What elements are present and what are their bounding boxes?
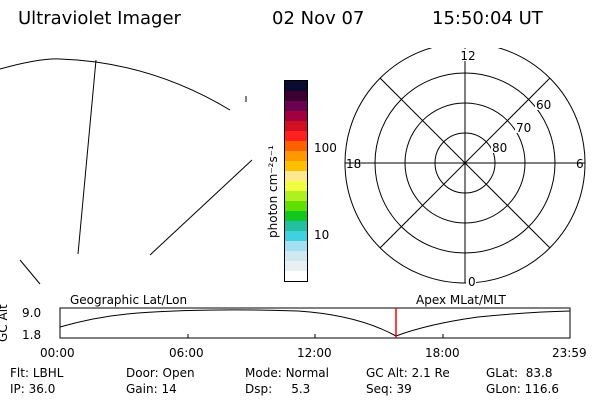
ip-value: 36.0 bbox=[28, 382, 56, 396]
glat-value: 83.8 bbox=[525, 366, 553, 380]
colorbar-segment bbox=[285, 111, 307, 121]
dsp-value: 5.3 bbox=[291, 382, 311, 396]
instrument-title: Ultraviolet Imager bbox=[18, 8, 181, 29]
colorbar-segment bbox=[285, 131, 307, 141]
colorbar-segment bbox=[285, 81, 307, 91]
gc-alt-curve bbox=[59, 309, 571, 337]
colorbar-tick-10: 10 bbox=[314, 228, 330, 242]
gain-value: 14 bbox=[161, 382, 177, 396]
polar-label-bg bbox=[515, 121, 533, 133]
colorbar-segment bbox=[285, 241, 307, 251]
colorbar-segment bbox=[285, 181, 307, 191]
glat-label: GLat: bbox=[486, 366, 519, 380]
mode-label: Mode: bbox=[245, 366, 282, 380]
polar-diagonal-2 bbox=[379, 77, 551, 249]
glon-field: GLon: 116.6 bbox=[486, 382, 559, 396]
ip-label: IP: bbox=[10, 382, 25, 396]
gcalt-label: GC Alt: bbox=[366, 366, 408, 380]
polar-hour-0: 0 bbox=[468, 275, 476, 289]
door-label: Door: bbox=[126, 366, 159, 380]
geographic-label: Geographic Lat/Lon bbox=[70, 293, 188, 307]
colorbar-segment bbox=[285, 171, 307, 181]
glon-value: 116.6 bbox=[524, 382, 559, 396]
gc-alt-tick-1-8: 1.8 bbox=[22, 328, 42, 342]
polar-hour-18: 18 bbox=[346, 157, 361, 171]
colorbar-unit-label: photon cm⁻²s⁻¹ bbox=[266, 145, 280, 238]
colorbar-segment bbox=[285, 161, 307, 171]
geo-meridian-line bbox=[77, 59, 97, 255]
colorbar-segment bbox=[285, 191, 307, 201]
geo-lat-line bbox=[149, 159, 253, 256]
colorbar-segment bbox=[285, 91, 307, 101]
time-tick-1800: 18:00 bbox=[425, 346, 460, 360]
date-label: 02 Nov 07 bbox=[272, 8, 365, 29]
colorbar-tick-100: 100 bbox=[314, 141, 337, 155]
time-tick-0600: 06:00 bbox=[169, 346, 204, 360]
colorbar-segment bbox=[285, 221, 307, 231]
glon-label: GLon: bbox=[486, 382, 521, 396]
colorbar bbox=[284, 80, 308, 282]
gc-alt-axis-title: GC Alt bbox=[0, 304, 10, 342]
seq-label: Seq: bbox=[366, 382, 393, 396]
time-tick-2359: 23:59 bbox=[552, 346, 587, 360]
polar-label-bg bbox=[459, 49, 473, 61]
polar-grid: 12 18 6 0 60 70 80 bbox=[344, 48, 586, 289]
timeline-plot bbox=[59, 307, 571, 339]
polar-label-bg bbox=[466, 275, 476, 287]
dsp-field: Dsp: 5.3 bbox=[245, 382, 310, 396]
geographic-image-panel bbox=[0, 58, 253, 285]
ip-field: IP: 36.0 bbox=[10, 382, 55, 396]
colorbar-segment bbox=[285, 141, 307, 151]
gain-field: Gain: 14 bbox=[126, 382, 177, 396]
glat-field: GLat: 83.8 bbox=[486, 366, 552, 380]
geo-limb-arc bbox=[0, 58, 231, 111]
polar-label-bg bbox=[491, 141, 509, 153]
time-label: 15:50:04 UT bbox=[432, 8, 543, 29]
mode-field: Mode: Normal bbox=[245, 366, 329, 380]
apex-label: Apex MLat/MLT bbox=[416, 293, 506, 307]
colorbar-segment bbox=[285, 101, 307, 111]
door-field: Door: Open bbox=[126, 366, 195, 380]
colorbar-segment bbox=[285, 231, 307, 241]
gc-alt-tick-9: 9.0 bbox=[22, 306, 42, 320]
colorbar-segment bbox=[285, 251, 307, 261]
time-tick-1200: 12:00 bbox=[297, 346, 332, 360]
polar-lat-80: 80 bbox=[492, 141, 507, 155]
seq-value: 39 bbox=[396, 382, 412, 396]
polar-hour-6: 6 bbox=[576, 157, 584, 171]
time-tick-0000: 00:00 bbox=[40, 346, 75, 360]
door-value: Open bbox=[162, 366, 195, 380]
gain-label: Gain: bbox=[126, 382, 158, 396]
gcalt-value: 2.1 Re bbox=[411, 366, 450, 380]
colorbar-segment bbox=[285, 261, 307, 271]
polar-hour-12: 12 bbox=[460, 49, 475, 63]
polar-lat-60: 60 bbox=[536, 98, 551, 112]
geo-edge-line bbox=[19, 259, 41, 285]
colorbar-segment bbox=[285, 151, 307, 161]
colorbar-segment bbox=[285, 211, 307, 221]
flt-field: Flt: LBHL bbox=[10, 366, 63, 380]
flt-label: Flt: bbox=[10, 366, 29, 380]
colorbar-segment bbox=[285, 121, 307, 131]
polar-label-bg bbox=[535, 98, 553, 110]
mode-value: Normal bbox=[285, 366, 329, 380]
gcalt-field: GC Alt: 2.1 Re bbox=[366, 366, 450, 380]
seq-field: Seq: 39 bbox=[366, 382, 412, 396]
colorbar-segment bbox=[285, 271, 307, 281]
flt-value: LBHL bbox=[32, 366, 64, 380]
dsp-label: Dsp: bbox=[245, 382, 273, 396]
colorbar-segment bbox=[285, 201, 307, 211]
polar-lat-70: 70 bbox=[516, 121, 531, 135]
